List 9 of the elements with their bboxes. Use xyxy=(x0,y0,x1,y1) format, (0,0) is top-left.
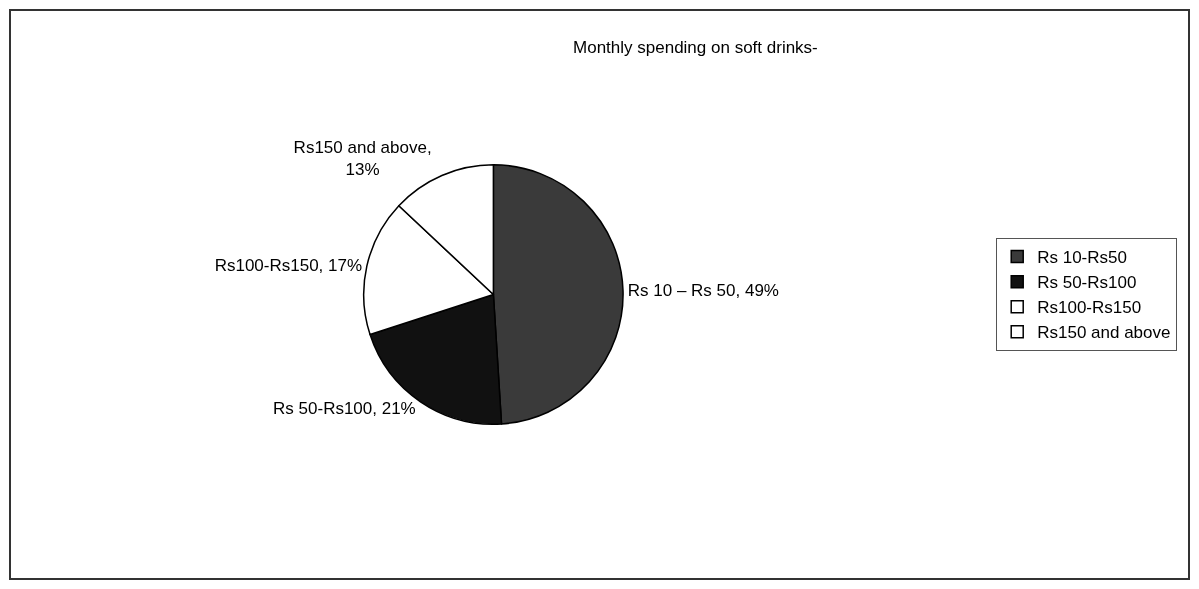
legend-label: Rs100-Rs150 xyxy=(1037,298,1142,318)
chart-title: Monthly spending on soft drinks- xyxy=(573,38,818,58)
data-label: Rs100-Rs150, 17% xyxy=(214,256,363,276)
data-label: Rs 10 – Rs 50, 49% xyxy=(627,280,779,300)
legend-label: Rs150 and above xyxy=(1037,323,1171,343)
data-label: Rs150 and above, 13% xyxy=(293,137,432,179)
legend-label: Rs 50-Rs100 xyxy=(1037,273,1137,293)
legend-label: Rs 10-Rs50 xyxy=(1037,248,1127,268)
data-label: Rs 50-Rs100, 21% xyxy=(273,398,416,418)
